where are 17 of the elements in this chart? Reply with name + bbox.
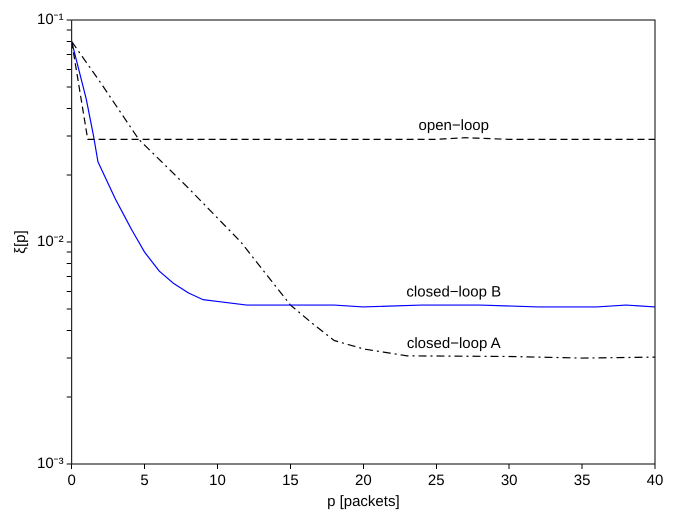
x-tick-label: 30 (500, 472, 518, 490)
x-tick-label: 15 (282, 472, 299, 490)
y-tick-label: 10⁻² (36, 233, 64, 250)
series-label: closed−loop A (406, 334, 501, 352)
x-tick-label: 0 (68, 472, 76, 490)
y-tick-label: 10⁻¹ (36, 11, 64, 28)
x-tick-label: 35 (574, 472, 590, 490)
series-label: closed−loop B (406, 284, 502, 301)
x-tick-label: 5 (140, 472, 149, 490)
x-tick-label: 25 (428, 472, 445, 490)
x-tick-label: 10 (209, 472, 226, 490)
x-tick-label: 20 (354, 472, 372, 490)
y-tick-label: 10⁻³ (36, 455, 64, 472)
x-tick-label: 40 (646, 472, 664, 490)
series-label: open−loop (418, 117, 490, 134)
x-axis-title: p [packets] (327, 493, 400, 510)
y-axis-title: ξ[p] (12, 230, 30, 254)
